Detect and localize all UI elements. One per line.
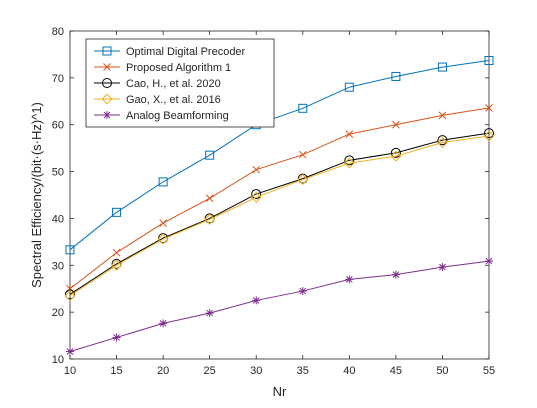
legend: Optimal Digital Precoder Proposed Algorit… [85,38,275,128]
x-tick-label: 35 [297,365,309,377]
data-point [436,137,448,149]
data-point [298,103,308,113]
y-axis-label: Spectral Efficiency/(bit·(s·Hz)^1) [29,102,44,288]
data-point [298,150,307,159]
data-point [485,257,493,266]
x-axis-label: Nr [273,384,287,399]
data-point [437,62,447,72]
data-point [250,191,262,203]
series-line [69,260,490,352]
data-point [390,150,402,162]
data-point [345,130,354,138]
series-line [69,135,490,297]
data-point [111,259,123,271]
legend-entry: Gao, X., et al. 2016 [94,93,221,106]
data-point [64,290,76,302]
data-point [484,56,494,66]
y-tick-label: 20 [52,307,64,319]
legend-entry: Analog Beamforming [94,110,229,122]
data-point [158,177,168,187]
data-point [438,263,447,272]
data-point [392,120,400,129]
series-line [69,60,490,251]
data-point [390,147,401,158]
data-point [66,284,74,293]
legend-label: Gao, X., et al. 2016 [126,94,221,106]
data-point [485,103,493,112]
x-tick-label: 15 [110,365,122,377]
x-tick-label: 30 [250,365,262,377]
x-tick-label: 45 [390,365,402,377]
series-line [69,107,490,290]
data-point [298,287,307,296]
y-tick-label: 40 [52,213,64,225]
legend-marker [103,63,111,71]
data-point [438,111,447,120]
data-point [252,296,261,305]
data-point [159,219,167,227]
y-tick-label: 70 [52,73,64,85]
data-point [205,150,215,160]
legend-marker [102,78,112,88]
data-point [65,289,75,300]
data-point [111,258,122,269]
data-point [66,347,74,356]
data-point [159,319,168,328]
legend-marker [101,93,113,105]
data-point [205,194,214,203]
y-tick-label: 10 [52,354,64,366]
data-point [344,82,354,92]
series-group [64,56,495,356]
legend-label: Analog Beamforming [126,110,229,122]
series-2 [66,103,493,293]
x-tick-label: 10 [64,365,76,377]
data-point [391,270,400,279]
legend-label: Optimal Digital Precoder [126,46,246,58]
data-point [484,128,494,139]
data-point [112,248,121,257]
series-4 [64,130,495,302]
data-point [252,165,261,174]
x-tick-label: 50 [436,365,448,377]
x-tick-label: 20 [157,365,169,377]
data-point [391,71,401,81]
data-point [112,207,122,217]
legend-marker [102,46,112,56]
axes: 10 15 20 25 30 35 40 45 50 55 10 20 30 40 50 60 70 80 [52,26,495,377]
legend-label: Proposed Algorithm 1 [126,62,231,74]
y-tick-label: 50 [52,167,64,179]
legend-label: Cao, H., et al. 2020 [126,78,221,90]
data-point [65,245,75,255]
data-point [157,233,169,245]
y-tick-label: 80 [52,26,64,38]
data-point [112,333,121,342]
data-point [343,157,355,169]
data-point [204,213,216,225]
axes-box [69,30,490,360]
y-tick-label: 60 [52,120,64,132]
data-point [297,174,309,186]
legend-entry: Proposed Algorithm 1 [94,62,231,74]
x-tick-label: 25 [204,365,216,377]
data-point [437,135,448,146]
legend-entry: Cao, H., et al. 2020 [94,78,221,90]
data-point [205,309,214,318]
data-point [344,155,355,166]
data-point [345,275,354,284]
legend-marker [103,111,111,119]
data-point [251,189,262,200]
legend-entry: Optimal Digital Precoder [94,46,246,58]
x-tick-label: 40 [343,365,355,377]
data-point [483,130,495,142]
y-tick-label: 30 [52,260,64,272]
x-tick-label: 55 [483,365,495,377]
series-5 [66,257,493,356]
series-line [69,132,490,295]
